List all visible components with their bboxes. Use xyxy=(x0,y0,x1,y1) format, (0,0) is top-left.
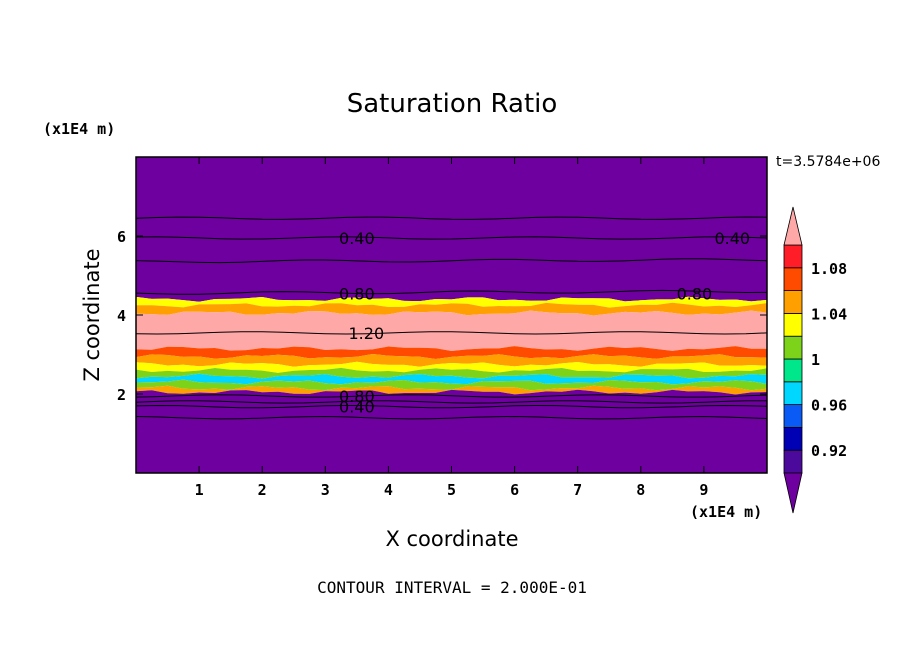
field-band xyxy=(136,346,767,359)
colorbar-band xyxy=(783,426,803,451)
x-tick-label: 8 xyxy=(636,481,645,499)
contour-line xyxy=(136,404,767,409)
contour-label: 0.80 xyxy=(339,387,375,406)
x-tick-label: 7 xyxy=(573,481,582,499)
contour-labels: 0.40 0.400.80 0.801.200.800.40 xyxy=(339,229,750,417)
colorbar-band xyxy=(783,404,803,428)
x-tick-label: 1 xyxy=(195,481,204,499)
y-units-label: (x1E4 m) xyxy=(43,120,115,138)
contour-line xyxy=(136,400,767,404)
colorbar-tick-label: 0.96 xyxy=(811,397,847,415)
field-band xyxy=(136,385,767,395)
contour-label: 0.80 xyxy=(677,284,713,303)
colorbar-band xyxy=(783,267,803,291)
contour-label: 0.40 xyxy=(714,229,750,248)
field-band xyxy=(136,310,767,351)
contour-line xyxy=(136,216,767,220)
colorbar: 0.92 0.96 1 1.04 1.08 xyxy=(783,206,847,514)
colorbar-tick-label: 1.08 xyxy=(811,260,847,278)
colorbar-band xyxy=(783,381,803,405)
colorbar-tick-label: 1.04 xyxy=(811,305,847,323)
colorbar-band xyxy=(783,290,803,314)
field-band xyxy=(136,367,767,379)
colorbar-over-arrow xyxy=(783,206,803,246)
contour-line xyxy=(136,415,767,420)
x-tick-label: 6 xyxy=(510,481,519,499)
contour-line xyxy=(136,289,767,295)
x-axis: 1 2 3 4 5 6 7 8 9 xyxy=(195,157,708,499)
field-band xyxy=(136,361,767,373)
contour-line xyxy=(136,394,767,398)
colorbar-band xyxy=(783,312,803,337)
colorbar-band xyxy=(783,358,803,383)
x-tick-label: 9 xyxy=(699,481,708,499)
contour-line xyxy=(136,331,767,335)
field-band xyxy=(136,157,767,302)
field-band xyxy=(136,373,767,385)
x-tick-label: 5 xyxy=(447,481,456,499)
contour-lines xyxy=(136,216,767,420)
x-tick-label: 4 xyxy=(384,481,393,499)
x-tick-label: 3 xyxy=(321,481,330,499)
field-band xyxy=(136,296,767,308)
contour-line xyxy=(136,258,767,264)
plot-area xyxy=(136,157,767,473)
field-band xyxy=(136,379,767,391)
contour-label: 1.20 xyxy=(349,324,385,343)
colorbar-band xyxy=(783,244,803,269)
y-tick-label: 4 xyxy=(117,307,126,325)
time-label: t=3.5784e+06 xyxy=(776,154,880,170)
y-axis: 2 4 6 xyxy=(117,228,767,404)
colorbar-tick-label: 0.92 xyxy=(811,442,847,460)
contour-label: 0.40 xyxy=(339,229,375,248)
contour-label: 0.40 xyxy=(339,398,375,417)
x-units-label: (x1E4 m) xyxy=(690,503,762,521)
x-axis-title: X coordinate xyxy=(385,527,518,551)
colorbar-tick-label: 1 xyxy=(811,351,820,369)
field-band xyxy=(136,389,767,473)
y-axis-title: Z coordinate xyxy=(80,248,104,381)
contour-label: 0.80 xyxy=(339,284,375,303)
y-tick-label: 2 xyxy=(117,386,126,404)
chart-title: Saturation Ratio xyxy=(347,89,558,119)
contour-line xyxy=(136,236,767,240)
colorbar-band xyxy=(783,335,803,360)
y-tick-label: 6 xyxy=(117,228,126,246)
contour-interval-footer: CONTOUR INTERVAL = 2.000E-01 xyxy=(317,578,587,597)
x-tick-label: 2 xyxy=(258,481,267,499)
colorbar-band xyxy=(783,449,803,474)
colorbar-under-arrow xyxy=(783,472,803,514)
field-band xyxy=(136,302,767,316)
field-band xyxy=(136,354,767,367)
